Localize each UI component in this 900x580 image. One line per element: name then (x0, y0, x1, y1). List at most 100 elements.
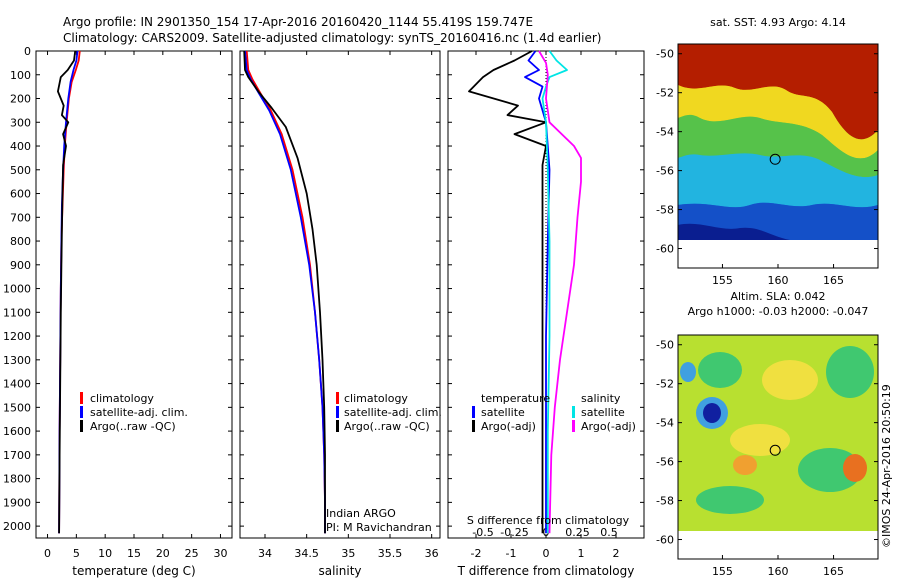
difference-legend: temperature satellite Argo(-adj) salinit… (472, 392, 636, 433)
legend-label-satellite: satellite-adj. clim. (90, 406, 188, 419)
annotation-pi-name: PI: M Ravichandran (326, 521, 432, 534)
lat-tick-label: -56 (656, 456, 674, 469)
profile-line-temperature-argo-adj (468, 50, 547, 534)
legend-label-argo: Argo(..raw -QC) (344, 420, 430, 433)
sst-map-title: sat. SST: 4.93 Argo: 4.14 (710, 16, 846, 29)
x-tick-label: 35 (341, 547, 355, 560)
profile-line-satellite-adj-clim (244, 50, 326, 534)
sla-orange-patch (733, 455, 757, 475)
x-tick-label: 10 (98, 547, 112, 560)
sst-cold-region (678, 223, 790, 240)
salinity-xlabel: salinity (318, 564, 361, 578)
depth-tick-label: 600 (10, 188, 31, 201)
x-tick-label: 2 (613, 547, 620, 560)
imos-credit: ©IMOS 24-Apr-2016 20:50:19 (880, 384, 893, 548)
sla-yellow-patch (730, 424, 790, 456)
legend-label-climatology: climatology (344, 392, 408, 405)
lat-tick-label: -56 (656, 165, 674, 178)
x-tick-label: -2 (471, 547, 482, 560)
depth-tick-label: 1400 (3, 378, 31, 391)
s-diff-tick-label: -0.25 (500, 526, 528, 539)
x-tick-label: 0 (543, 547, 550, 560)
legend-label-satellite: satellite-adj. clim. (344, 406, 442, 419)
x-tick-label: 20 (156, 547, 170, 560)
difference-y-tick-marks (448, 50, 644, 527)
s-diff-tick-label: 0.5 (600, 526, 618, 539)
lon-tick-label: 165 (823, 565, 844, 578)
legend-label-temp-satellite: satellite (481, 406, 525, 419)
depth-tick-label: 1500 (3, 401, 31, 414)
depth-tick-label: 500 (10, 164, 31, 177)
x-tick-label: 5 (73, 547, 80, 560)
sst-argo-position (769, 153, 781, 165)
x-tick-label: 30 (213, 547, 227, 560)
salinity-difference-label: S difference from climatology (467, 514, 630, 527)
x-tick-label: -1 (506, 547, 517, 560)
legend-swatch-argo (80, 420, 83, 432)
argo-position-marker (769, 153, 781, 165)
lon-tick-label: 160 (768, 274, 789, 287)
salinity-panel: 34 34.5 35 35.5 36 salinity climatology sate… (239, 50, 442, 578)
difference-panel: -2 -1 0 1 2 -0.5 -0.25 0 0.25 0.5 T difference f… (447, 50, 645, 578)
temperature-legend: climatology satellite-adj. clim. Argo(..… (80, 392, 188, 433)
sla-field (678, 335, 878, 531)
sla-map-axes: 155 160 165 -50 -52 -54 -56 -58 -60 (656, 339, 878, 578)
temperature-x-axis: 0 5 10 15 20 25 30 (44, 51, 227, 560)
sst-map-nodata-area (678, 240, 878, 268)
depth-tick-label: 900 (10, 259, 31, 272)
sla-map-title-line2: Argo h1000: -0.03 h2000: -0.047 (688, 305, 869, 318)
lon-tick-label: 155 (712, 274, 733, 287)
temperature-xlabel: temperature (deg C) (72, 564, 195, 578)
depth-tick-label: 1100 (3, 306, 31, 319)
temperature-profile-lines (57, 50, 81, 534)
x-tick-label: 0 (44, 547, 51, 560)
legend-swatch-climatology (80, 392, 83, 404)
figure-title-line1: Argo profile: IN 2901350_154 17-Apr-2016… (63, 15, 533, 29)
sst-map-axes: 155 160 165 -50 -52 -54 -56 -58 -60 (656, 48, 878, 287)
legend-label-temp-argo: Argo(-adj) (481, 420, 536, 433)
x-tick-label: 1 (578, 547, 585, 560)
salinity-plot-frame (239, 50, 441, 539)
depth-tick-label: 1000 (3, 283, 31, 296)
legend-swatch-satellite (336, 406, 339, 418)
legend-swatch-argo (336, 420, 339, 432)
legend-swatch-sal-argo (572, 420, 575, 432)
legend-swatch-temp-satellite (472, 406, 475, 418)
s-diff-tick-label: 0.25 (565, 526, 590, 539)
sst-green-band (678, 114, 878, 178)
argo-position-marker (769, 444, 781, 456)
sla-cool-patch (680, 362, 696, 382)
depth-tick-label: 1200 (3, 330, 31, 343)
depth-tick-label: 1600 (3, 425, 31, 438)
difference-x-axis: -2 -1 0 1 2 (471, 51, 620, 560)
lat-tick-label: -60 (656, 243, 674, 256)
profile-line-argo-raw-qc (243, 50, 326, 534)
sst-yellow-band (678, 85, 878, 159)
lat-tick-label: -50 (656, 339, 674, 352)
depth-tick-label: 1700 (3, 449, 31, 462)
x-tick-label: 34 (258, 547, 272, 560)
depth-tick-label: 1800 (3, 473, 31, 486)
x-tick-label: 15 (127, 547, 141, 560)
salinity-y-tick-marks (240, 50, 440, 527)
depth-tick-label: 700 (10, 211, 31, 224)
sst-warm-region (678, 44, 878, 140)
depth-tick-label: 1300 (3, 354, 31, 367)
depth-tick-label: 100 (10, 69, 31, 82)
salinity-profile-lines (243, 50, 326, 534)
depth-tick-label: 0 (24, 45, 31, 58)
depth-tick-label: 400 (10, 140, 31, 153)
depth-tick-label: 800 (10, 235, 31, 248)
legend-swatch-climatology (336, 392, 339, 404)
lat-tick-label: -60 (656, 534, 674, 547)
x-tick-label: 35.5 (378, 547, 403, 560)
sst-field (678, 44, 878, 240)
sst-map-panel: sat. SST: 4.93 Argo: 4.14 155 160 165 -50 -5… (656, 16, 879, 287)
legend-swatch-satellite (80, 406, 83, 418)
salinity-x-axis: 34 34.5 35 35.5 36 (258, 51, 439, 560)
legend-title-salinity: salinity (581, 392, 621, 405)
sla-map-nodata-area (678, 531, 878, 559)
profile-line-salinity-satellite (541, 50, 568, 534)
profile-line-salinity-argo-adj (538, 50, 582, 534)
